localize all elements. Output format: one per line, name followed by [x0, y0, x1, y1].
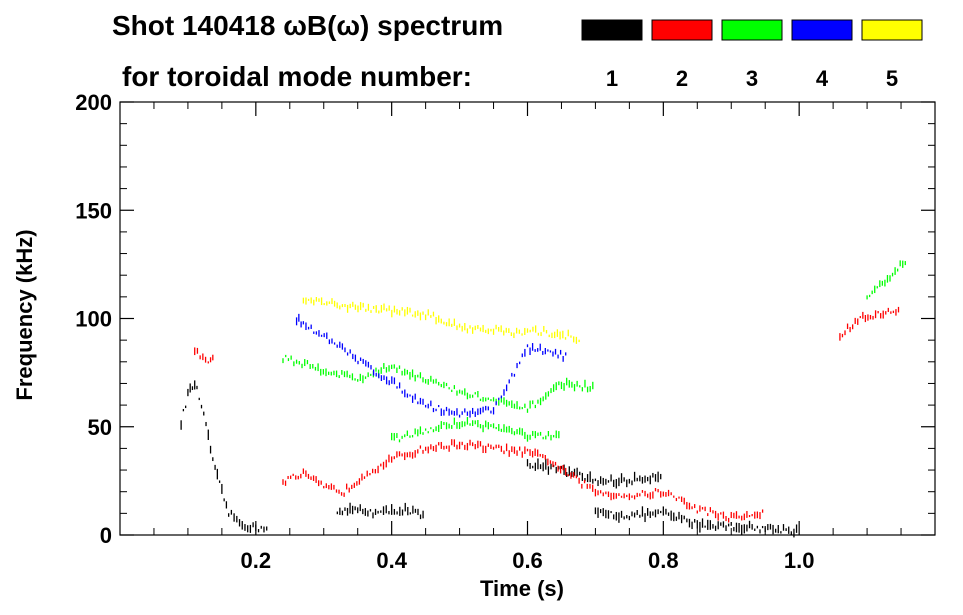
chart-title-line2: for toroidal mode number:	[122, 61, 472, 92]
legend-swatch-mode-5	[861, 19, 923, 41]
y-tick-label: 200	[75, 90, 112, 115]
legend-label-mode-1: 1	[606, 66, 618, 91]
mode-2-series	[839, 306, 900, 341]
x-tick-label: 0.2	[241, 548, 272, 573]
mode-2-series	[194, 347, 214, 364]
legend-label-mode-5: 5	[886, 66, 898, 91]
x-tick-label: 0.8	[648, 548, 679, 573]
y-tick-label: 150	[75, 198, 112, 223]
legend-label-mode-2: 2	[676, 66, 688, 91]
chart-title-line1: Shot 140418 ωB(ω) spectrum	[112, 10, 503, 41]
mode-2-series	[282, 439, 764, 523]
legend-swatch-mode-4	[791, 19, 853, 41]
spectrogram-data	[180, 260, 906, 538]
legend-label-mode-4: 4	[816, 66, 829, 91]
y-tick-label: 0	[100, 523, 112, 548]
x-axis-label: Time (s)	[480, 576, 564, 601]
y-tick-label: 50	[88, 415, 112, 440]
x-tick-label: 1.0	[784, 548, 815, 573]
mode-5-series	[302, 297, 580, 344]
x-tick-label: 0.4	[376, 548, 407, 573]
axes: 0 50 100 150 200 0.2 0.4 0.6 0.8 1.0	[75, 90, 935, 573]
legend-swatch-mode-3	[721, 19, 783, 41]
legend-label-mode-3: 3	[746, 66, 758, 91]
mode-3-series	[282, 354, 594, 413]
mode-1-series	[180, 380, 268, 533]
mode-legend: 1 2 3 4 5	[581, 19, 923, 91]
legend-swatch-mode-2	[651, 19, 713, 41]
mode-1-series	[594, 506, 798, 538]
y-tick-label: 100	[75, 307, 112, 332]
x-tick-label: 0.6	[512, 548, 543, 573]
mode-3-series	[391, 416, 560, 443]
legend-swatch-mode-1	[581, 19, 643, 41]
y-axis-label: Frequency (kHz)	[12, 229, 37, 400]
mode-3-series	[866, 260, 906, 300]
mode-4-series	[295, 313, 567, 418]
mode-1-series	[336, 502, 424, 520]
mode-1-series	[526, 458, 662, 489]
